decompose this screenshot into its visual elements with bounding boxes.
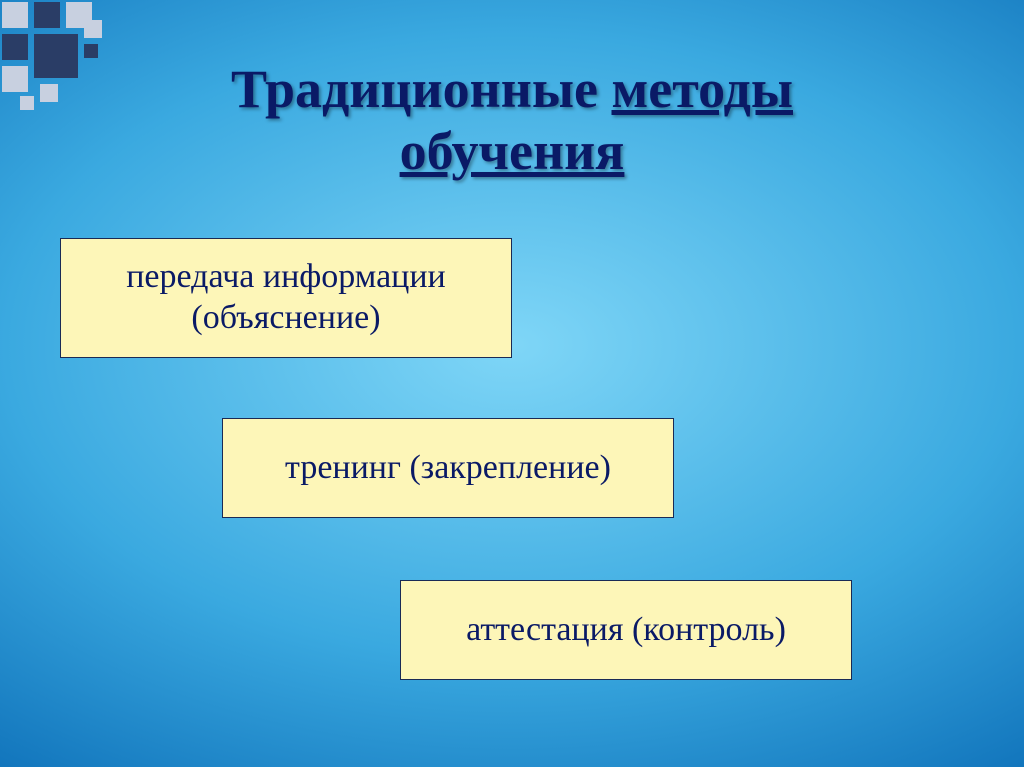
method-box-1: передача информации (объяснение) — [60, 238, 512, 358]
decor-square — [2, 34, 28, 60]
decor-square — [84, 44, 98, 58]
method-box-3: аттестация (контроль) — [400, 580, 852, 680]
title-underlined-2: обучения — [400, 121, 625, 181]
box2-line1: тренинг (закрепление) — [285, 449, 611, 486]
decor-square — [2, 2, 28, 28]
method-box-2: тренинг (закрепление) — [222, 418, 674, 518]
title-underlined-1: методы — [612, 59, 794, 119]
box1-line1: передача информации — [126, 258, 446, 295]
slide-title: Традиционные методы обучения — [0, 58, 1024, 182]
decor-square — [34, 2, 60, 28]
box3-line1: аттестация (контроль) — [466, 611, 786, 648]
title-plain: Традиционные — [231, 59, 612, 119]
box1-line2: (объяснение) — [191, 299, 380, 336]
decor-square — [84, 20, 102, 38]
slide: Традиционные методы обучения передача ин… — [0, 0, 1024, 767]
